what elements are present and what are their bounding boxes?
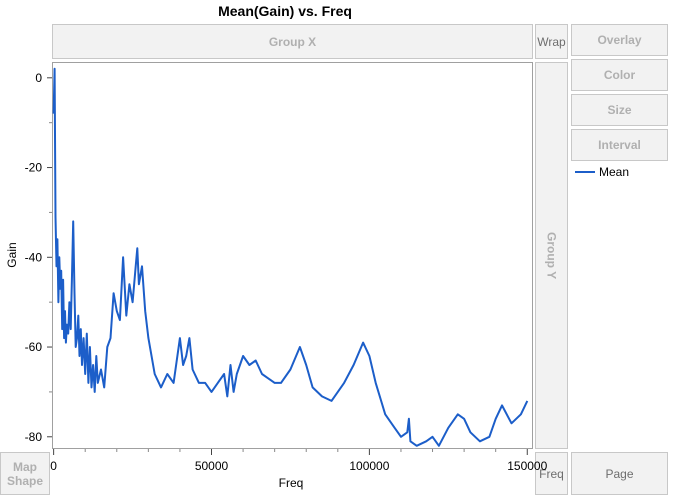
- size-label: Size: [607, 103, 632, 117]
- x-axis-title: Freq: [279, 476, 304, 490]
- y-tick-label: -40: [25, 250, 43, 264]
- group-x-zone[interactable]: Group X: [52, 24, 533, 59]
- interval-zone[interactable]: Interval: [571, 129, 668, 161]
- color-label: Color: [603, 68, 636, 82]
- legend[interactable]: Mean: [575, 165, 629, 179]
- color-zone[interactable]: Color: [571, 59, 668, 91]
- y-tick-label: 0: [35, 71, 42, 85]
- group-x-label: Group X: [268, 34, 317, 49]
- x-tick-label: 50000: [195, 459, 229, 473]
- y-tick-label: -80: [25, 430, 43, 444]
- group-y-label: Group Y: [544, 231, 559, 280]
- y-tick-label: -60: [25, 340, 43, 354]
- wrap-zone[interactable]: Wrap: [535, 24, 568, 59]
- size-zone[interactable]: Size: [571, 94, 668, 126]
- legend-swatch: [575, 171, 595, 173]
- map-shape-label: Map Shape: [6, 459, 43, 488]
- overlay-label: Overlay: [597, 33, 642, 47]
- y-axis-title: Gain: [5, 242, 19, 267]
- chart-title: Mean(Gain) vs. Freq: [218, 3, 352, 19]
- x-tick-label: 150000: [507, 459, 547, 473]
- freq-zone-label: Freq: [539, 466, 564, 481]
- interval-label: Interval: [598, 138, 641, 152]
- wrap-label: Wrap: [537, 34, 566, 49]
- overlay-zone[interactable]: Overlay: [571, 24, 668, 56]
- group-y-zone[interactable]: Group Y: [535, 62, 568, 449]
- x-tick-label: 100000: [349, 459, 389, 473]
- series-line-mean: [52, 67, 529, 447]
- page-label: Page: [605, 466, 634, 481]
- legend-label: Mean: [599, 165, 630, 179]
- map-shape-zone[interactable]: Map Shape: [0, 452, 50, 495]
- x-tick-label: 0: [50, 459, 57, 473]
- y-tick-label: -20: [25, 161, 43, 175]
- freq-zone[interactable]: Freq: [535, 452, 568, 495]
- plot-frame[interactable]: [52, 62, 533, 449]
